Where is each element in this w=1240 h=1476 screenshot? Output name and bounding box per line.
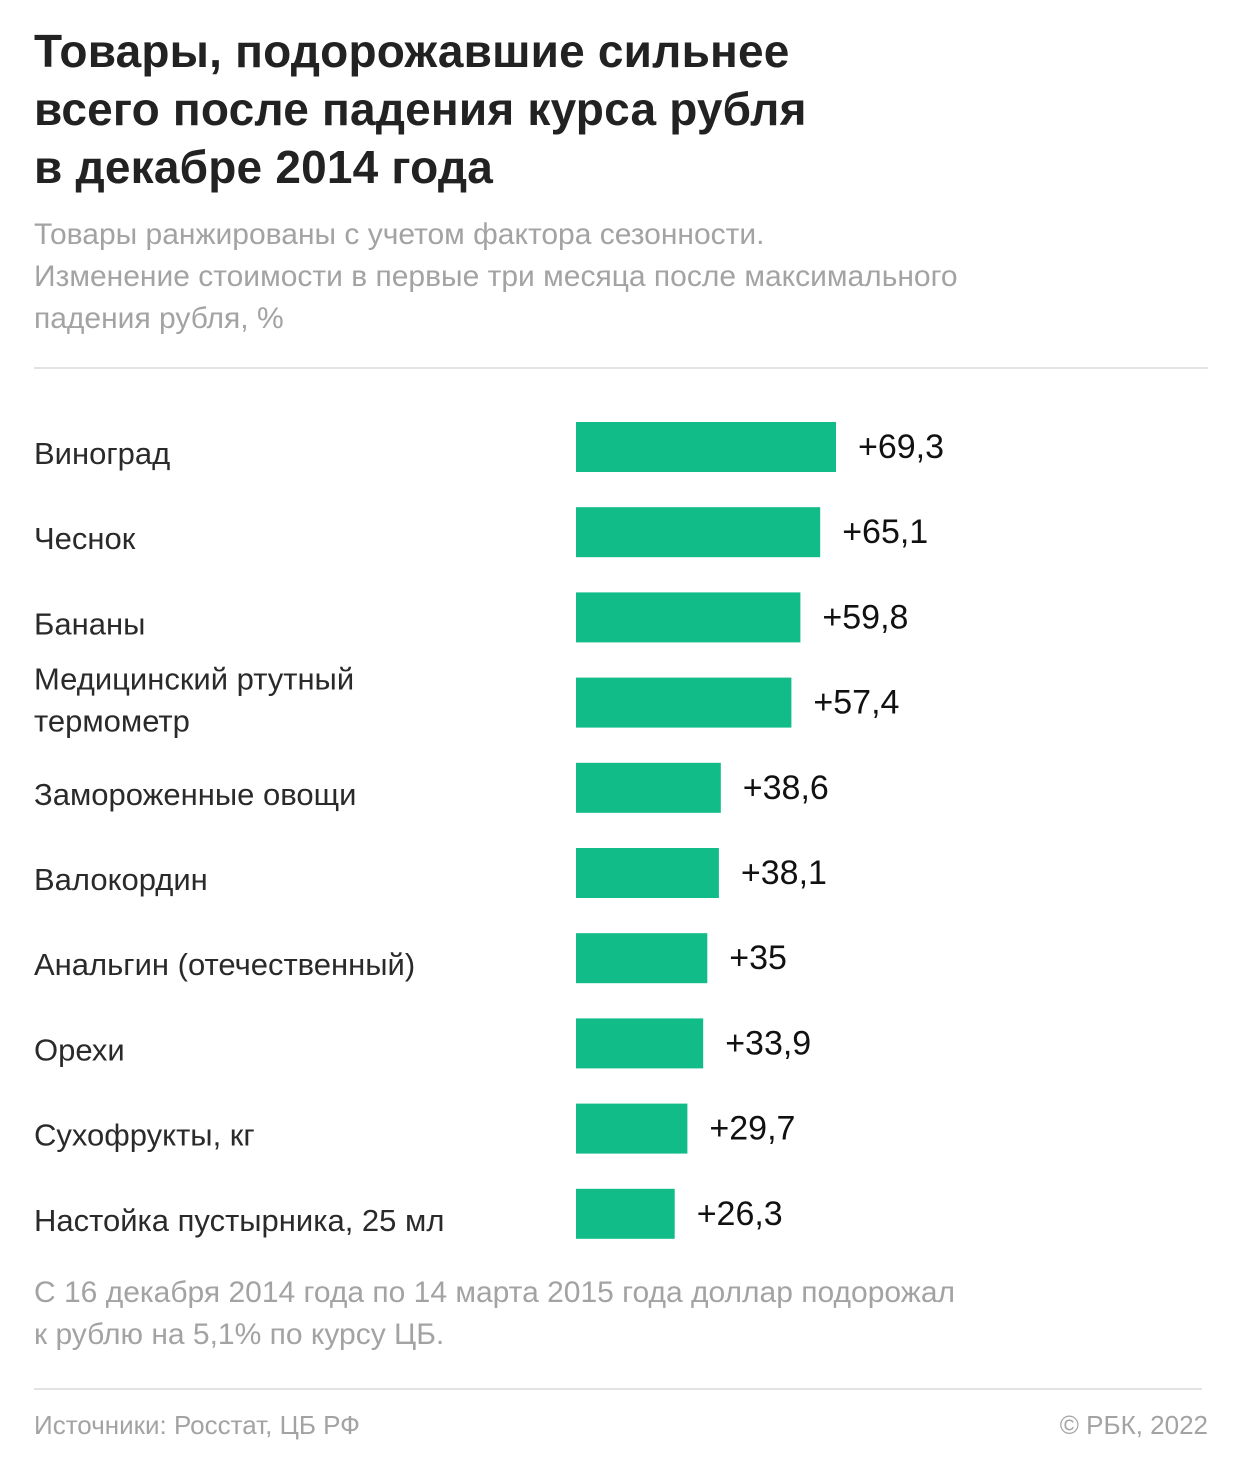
category-label-line: Бананы bbox=[34, 606, 145, 641]
chart-subtitle-line: падения рубля, % bbox=[34, 302, 284, 335]
chart-title-line: в декабре 2014 года bbox=[34, 141, 494, 193]
source-note: Источники: Росстат, ЦБ РФ bbox=[34, 1410, 360, 1440]
category-label-6: Валокордин bbox=[34, 862, 208, 897]
value-label-6: +38,1 bbox=[741, 854, 827, 892]
value-label-5: +38,6 bbox=[743, 769, 829, 807]
chart-subtitle-line: Изменение стоимости в первые три месяца … bbox=[34, 260, 958, 293]
category-label-line: Валокордин bbox=[34, 862, 208, 897]
chart-footnote: С 16 декабря 2014 года по 14 марта 2015 … bbox=[34, 1272, 1184, 1356]
category-label-4: Медицинский ртутный термометр bbox=[34, 662, 354, 739]
value-label-7: +35 bbox=[729, 939, 787, 977]
bottom-divider bbox=[34, 1388, 1202, 1390]
category-label-5: Замороженные овощи bbox=[34, 777, 356, 812]
value-label-8: +33,9 bbox=[725, 1024, 811, 1062]
category-label-line: Анальгин (отечественный) bbox=[34, 947, 415, 982]
chart-title: Товары, подорожавшие сильнее всего после… bbox=[34, 22, 934, 196]
copyright: © РБК, 2022 bbox=[1059, 1410, 1208, 1440]
value-label-9: +29,7 bbox=[709, 1110, 795, 1148]
category-label-10: Настойка пустырника, 25 мл bbox=[34, 1203, 444, 1238]
bar-1 bbox=[576, 422, 836, 472]
category-label-2: Чеснок bbox=[34, 521, 136, 556]
category-label-line: Настойка пустырника, 25 мл bbox=[34, 1203, 444, 1238]
bar-4 bbox=[576, 677, 792, 728]
category-label-line: термометр bbox=[34, 704, 190, 739]
chart-footnote-line: С 16 декабря 2014 года по 14 марта 2015 … bbox=[34, 1276, 956, 1309]
chart-footnote-line: к рублю на 5,1% по курсу ЦБ. bbox=[34, 1318, 445, 1351]
value-label-4: +57,4 bbox=[813, 684, 899, 722]
category-label-3: Бананы bbox=[34, 606, 145, 641]
chart-title-line: всего после падения курса рубля bbox=[34, 83, 807, 135]
category-label-line: Виноград bbox=[34, 436, 170, 471]
value-label-2: +65,1 bbox=[842, 513, 928, 551]
category-label-line: Чеснок bbox=[34, 521, 136, 556]
bar-3 bbox=[576, 592, 801, 643]
chart-subtitle: Товары ранжированы с учетом фактора сезо… bbox=[34, 214, 1184, 340]
chart-title-line: Товары, подорожавшие сильнее bbox=[34, 25, 790, 77]
bar-7 bbox=[576, 933, 708, 984]
bar-9 bbox=[576, 1103, 688, 1154]
bar-10 bbox=[576, 1188, 675, 1239]
bar-8 bbox=[576, 1018, 704, 1069]
category-label-line: Медицинский ртутный bbox=[34, 662, 354, 697]
value-label-10: +26,3 bbox=[697, 1195, 783, 1233]
category-label-9: Сухофрукты, кг bbox=[34, 1118, 255, 1153]
bar-2 bbox=[576, 507, 821, 558]
top-divider bbox=[34, 367, 1208, 369]
bar-5 bbox=[576, 762, 721, 813]
category-label-line: Сухофрукты, кг bbox=[34, 1118, 255, 1153]
chart-subtitle-line: Товары ранжированы с учетом фактора сезо… bbox=[34, 218, 765, 251]
category-label-8: Орехи bbox=[34, 1032, 125, 1067]
value-label-3: +59,8 bbox=[822, 598, 908, 636]
category-label-line: Орехи bbox=[34, 1032, 125, 1067]
value-label-1: +69,3 bbox=[858, 428, 944, 466]
bar-6 bbox=[576, 848, 719, 898]
category-label-7: Анальгин (отечественный) bbox=[34, 947, 415, 982]
category-label-1: Виноград bbox=[34, 436, 170, 471]
category-label-line: Замороженные овощи bbox=[34, 777, 356, 812]
